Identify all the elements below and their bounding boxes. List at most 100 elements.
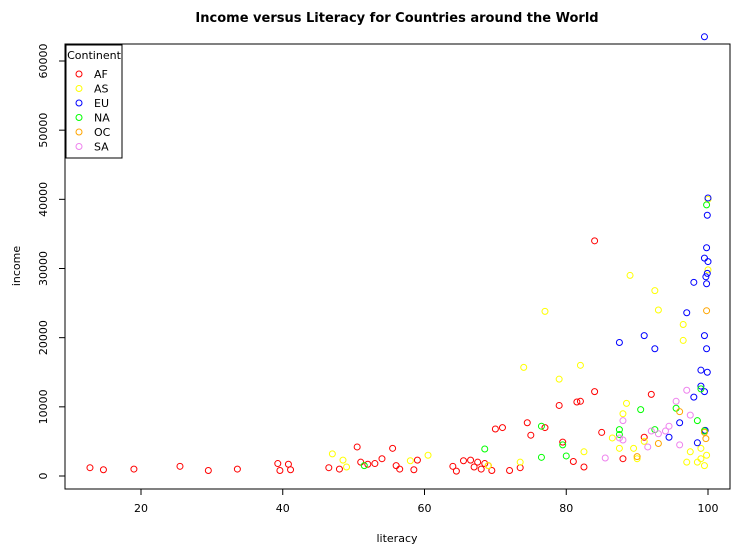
legend-marker <box>75 85 83 92</box>
data-point-af <box>506 466 514 474</box>
data-point-af <box>176 462 184 470</box>
data-point-af <box>99 466 107 474</box>
data-point-eu <box>697 366 705 374</box>
data-point-as <box>697 455 705 463</box>
data-point-af <box>576 397 584 405</box>
legend-entry-label: OC <box>94 126 111 139</box>
data-point-na <box>615 426 623 434</box>
x-tick-label: 40 <box>276 502 290 515</box>
plot-border <box>64 43 731 490</box>
data-point-na <box>672 404 680 412</box>
data-point-eu <box>703 244 711 252</box>
data-point-na <box>481 445 489 453</box>
data-point-af <box>467 456 475 464</box>
plot-area <box>64 33 731 490</box>
data-point-eu <box>703 368 711 376</box>
data-point-as <box>683 458 691 466</box>
data-point-as <box>686 448 694 456</box>
data-point-as <box>608 434 616 442</box>
data-point-eu <box>700 33 708 41</box>
legend-marker <box>75 70 83 78</box>
points-layer <box>86 33 712 475</box>
data-point-af <box>410 466 418 474</box>
data-point-sa <box>601 454 609 462</box>
data-point-af <box>559 438 567 446</box>
data-point-eu <box>703 345 711 353</box>
data-point-af <box>580 463 588 471</box>
data-point-af <box>470 463 478 471</box>
legend-title: Continent <box>67 49 121 62</box>
data-point-af <box>274 460 282 468</box>
data-point-af <box>371 460 379 468</box>
data-point-as <box>424 451 432 459</box>
data-point-sa <box>619 417 627 425</box>
legend-entry-label: SA <box>94 141 109 154</box>
data-point-af <box>474 458 482 466</box>
data-point-sa <box>672 397 680 405</box>
data-point-oc <box>703 307 711 315</box>
data-point-af <box>555 401 563 409</box>
data-point-eu <box>703 211 711 219</box>
data-point-af <box>335 465 343 473</box>
data-point-eu <box>697 382 705 390</box>
data-point-na <box>562 452 570 460</box>
data-point-as <box>520 363 528 371</box>
data-point-sa <box>686 411 694 419</box>
legend-marker <box>75 143 83 150</box>
data-point-af <box>619 455 627 463</box>
data-point-af <box>569 457 577 465</box>
x-axis-label: literacy <box>376 532 418 545</box>
data-point-as <box>633 455 641 463</box>
data-point-sa <box>661 427 669 435</box>
data-point-af <box>233 465 241 473</box>
data-point-oc <box>654 439 662 447</box>
data-point-na <box>537 422 545 430</box>
data-point-sa <box>647 427 655 435</box>
data-point-as <box>703 451 711 459</box>
data-point-eu <box>702 273 710 281</box>
x-tick-label: 100 <box>698 502 719 515</box>
y-tick-label: 40000 <box>37 182 50 217</box>
data-point-as <box>679 321 687 329</box>
data-point-eu <box>704 258 712 266</box>
data-point-na <box>651 426 659 434</box>
data-point-as <box>630 444 638 452</box>
legend-entry-label: EU <box>94 97 109 110</box>
data-point-af <box>640 433 648 441</box>
data-point-af <box>481 460 489 468</box>
data-point-af <box>498 424 506 432</box>
data-point-na <box>693 417 701 425</box>
legend-entry-label: AF <box>94 68 108 81</box>
data-point-sa <box>676 441 684 449</box>
data-point-af <box>541 424 549 432</box>
data-point-af <box>591 388 599 396</box>
data-point-as <box>693 458 701 466</box>
data-point-eu <box>690 393 698 401</box>
data-point-af <box>449 462 457 470</box>
data-point-na <box>360 462 368 470</box>
data-point-af <box>477 465 485 473</box>
data-point-af <box>276 466 284 474</box>
data-point-na <box>615 431 623 438</box>
data-point-af <box>647 390 655 398</box>
data-point-af <box>573 398 581 406</box>
data-point-eu <box>703 269 711 277</box>
data-point-eu <box>665 433 673 441</box>
data-point-as <box>328 450 336 458</box>
data-point-as <box>339 456 347 464</box>
data-point-na <box>697 385 705 393</box>
legend-marker <box>75 99 83 107</box>
data-point-as <box>516 458 524 466</box>
data-point-as <box>651 287 659 295</box>
y-tick-label: 20000 <box>37 320 50 355</box>
data-point-af <box>204 466 212 474</box>
data-point-af <box>523 419 531 427</box>
data-point-af <box>378 455 386 463</box>
data-point-af <box>287 466 295 474</box>
data-point-eu <box>693 439 701 447</box>
data-point-eu <box>704 194 712 202</box>
chart-title: Income versus Literacy for Countries aro… <box>195 11 598 26</box>
data-point-eu <box>700 254 708 262</box>
data-point-oc <box>700 428 708 436</box>
